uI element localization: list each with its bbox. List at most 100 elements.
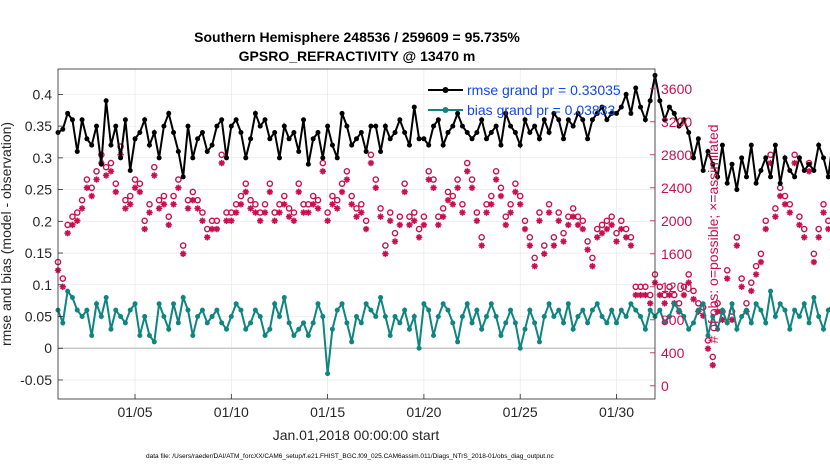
rmse-point <box>734 187 740 193</box>
rmse-point <box>613 110 619 116</box>
rmse-point <box>224 155 230 161</box>
y-axis-left: -0.05 0 0.05 0.1 0.15 0.2 0.25 0.3 0.35 0.4 <box>20 86 63 388</box>
bias-point <box>185 307 191 313</box>
rmse-point <box>522 117 528 123</box>
rmse-point <box>594 110 600 116</box>
bias-point <box>305 333 311 339</box>
possible-obs-marker <box>213 217 221 225</box>
assimilated-obs-marker <box>733 242 741 249</box>
bias-point <box>209 314 215 319</box>
bias-point <box>459 314 465 319</box>
rmse-point <box>488 129 494 135</box>
x-tick-label: 01/20 <box>406 404 441 420</box>
assimilated-obs-marker <box>247 205 254 212</box>
assimilated-obs-marker <box>454 184 461 191</box>
assimilated-obs-marker <box>810 258 818 266</box>
bias-point <box>281 294 287 300</box>
possible-obs-marker <box>59 275 67 282</box>
y2-tick-label: 1600 <box>661 246 692 262</box>
assimilated-obs-marker <box>699 312 707 319</box>
rmse-point <box>406 142 412 148</box>
rmse-point <box>305 161 311 167</box>
possible-obs-marker <box>444 188 452 196</box>
assimilated-obs-marker <box>136 188 144 196</box>
rmse-point <box>315 129 321 135</box>
assimilated-obs-marker <box>724 275 731 282</box>
possible-obs-marker <box>502 213 510 220</box>
rmse-point <box>575 110 581 116</box>
assimilated-obs-marker <box>59 283 67 290</box>
assimilated-obs-marker <box>204 234 211 241</box>
possible-obs-marker <box>733 233 741 241</box>
assimilated-obs-marker <box>160 201 168 208</box>
possible-obs-marker <box>353 205 360 212</box>
bias-point <box>171 301 177 307</box>
possible-obs-marker <box>738 275 745 282</box>
bias-point <box>224 326 230 332</box>
rmse-point <box>276 155 282 161</box>
bias-point <box>315 301 321 307</box>
possible-obs-marker <box>492 167 500 175</box>
assimilated-obs-marker <box>719 316 726 323</box>
bias-point <box>541 314 547 319</box>
legend-marker <box>442 107 449 113</box>
x-axis-label: Jan.01,2018 00:00:00 start <box>273 427 440 443</box>
bias-point <box>334 307 340 313</box>
possible-obs-marker <box>242 180 250 187</box>
bias-point <box>60 320 66 326</box>
possible-obs-marker <box>343 167 351 175</box>
possible-obs-marker <box>314 196 322 204</box>
assimilated-obs-marker <box>362 225 370 233</box>
assimilated-obs-marker <box>598 229 606 237</box>
rmse-point <box>431 123 437 129</box>
possible-obs-marker <box>179 242 187 249</box>
possible-obs-marker <box>723 266 731 274</box>
possible-obs-marker <box>112 180 120 187</box>
possible-obs-marker <box>709 353 717 361</box>
rmse-point <box>98 161 104 167</box>
bias-point <box>488 301 494 307</box>
rmse-point <box>175 149 181 154</box>
bias-point <box>79 314 85 319</box>
possible-obs-marker <box>309 192 317 200</box>
rmse-point <box>647 98 653 104</box>
bias-point <box>94 301 100 307</box>
rmse-point <box>642 117 648 123</box>
bias-point <box>532 320 538 326</box>
possible-obs-marker <box>406 213 413 220</box>
bias-point <box>570 326 576 332</box>
bias-point <box>719 307 725 313</box>
assimilated-obs-marker <box>781 201 789 208</box>
rmse-point <box>753 180 759 186</box>
rmse-point <box>589 117 595 123</box>
possible-obs-marker <box>796 213 803 220</box>
bias-point <box>89 333 95 339</box>
assimilated-obs-marker <box>704 345 712 352</box>
possible-obs-marker <box>747 279 755 286</box>
assimilated-obs-marker <box>281 201 288 208</box>
rmse-point <box>782 155 788 161</box>
bias-point <box>695 307 701 313</box>
possible-obs-marker <box>338 180 346 187</box>
possible-obs-marker <box>666 283 673 291</box>
possible-obs-marker <box>488 192 495 200</box>
y-tick-label: 0 <box>44 340 52 356</box>
rmse-point <box>310 136 316 142</box>
possible-obs-marker <box>598 221 606 229</box>
assimilated-obs-marker <box>646 300 654 307</box>
plot-frame <box>57 68 656 400</box>
possible-obs-marker <box>589 254 596 262</box>
bias-point <box>175 320 181 326</box>
assimilated-obs-marker <box>666 291 673 299</box>
assimilated-obs-marker <box>184 205 192 212</box>
assimilated-obs-marker <box>478 242 485 249</box>
rmse-point <box>94 123 100 129</box>
possible-obs-marker <box>261 200 269 208</box>
bias-point <box>142 314 148 319</box>
assimilated-obs-marker <box>801 234 808 241</box>
assimilated-obs-marker <box>767 159 774 167</box>
possible-obs-marker <box>521 217 529 225</box>
possible-obs-marker <box>540 242 548 249</box>
assimilated-obs-marker <box>396 221 404 229</box>
x-tick-label: 01/05 <box>118 404 153 420</box>
